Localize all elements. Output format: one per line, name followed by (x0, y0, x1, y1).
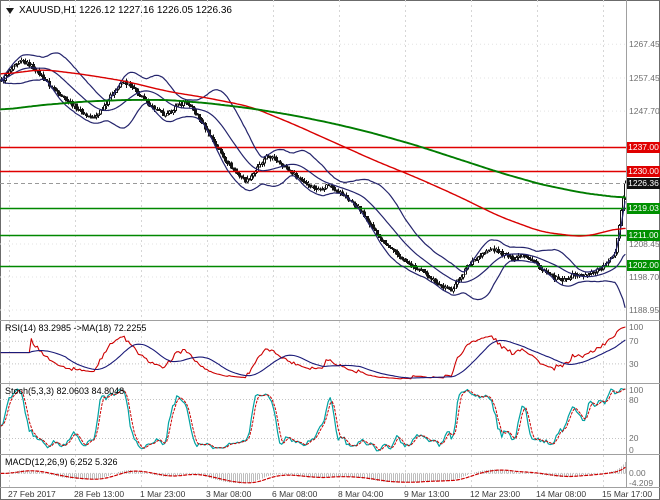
time-axis[interactable]: 27 Feb 2017 28 Feb 13:00 1 Mar 23:00 3 Mar … (0, 488, 660, 500)
time-axis-label: 6 Mar 08:00 (272, 489, 318, 499)
stoch-tick-label: 100 (629, 385, 644, 395)
time-axis-label: 14 Mar 08:00 (536, 489, 587, 499)
price-tick-label: 1188.95 (629, 305, 660, 315)
stoch-tick-label: 0 (629, 445, 634, 455)
stochastic-indicator-label: Stoch(5,3,3) 82.0603 84.8048 (5, 386, 125, 396)
time-axis-label: 15 Mar 17:00 (602, 489, 653, 499)
price-scale-column[interactable]: 1267.45 1257.45 1247.70 1208.45 1198.70 1188.… (627, 0, 660, 500)
rsi-tick-label: 100 (629, 322, 644, 332)
rsi-indicator-label: RSI(14) 83.2985 ->MA(18) 72.2255 (5, 323, 147, 333)
symbol-header: XAUUSD,H1 1226.12 1227.16 1226.05 1226.3… (6, 5, 232, 16)
stoch-tick-label: 80 (629, 394, 639, 405)
price-line-badge[interactable]: 1219.03 (627, 202, 660, 214)
time-axis-label: 9 Mar 13:00 (404, 489, 450, 499)
stoch-tick-label: 20 (629, 433, 639, 444)
price-tick-label: 1267.45 (629, 39, 660, 50)
price-line-badge[interactable]: 1230.00 (627, 165, 660, 177)
macd-panel-canvas[interactable] (0, 455, 626, 487)
price-tick-label: 1247.70 (629, 106, 660, 117)
price-line-badge[interactable]: 1202.00 (627, 260, 660, 272)
panel-divider (0, 383, 660, 384)
price-line-badge[interactable]: 1211.00 (627, 229, 660, 241)
time-axis-label: 1 Mar 23:00 (140, 489, 186, 499)
main-price-chart-canvas[interactable] (0, 0, 626, 320)
price-line-badge[interactable]: 1226.36 (627, 177, 660, 189)
time-axis-label: 3 Mar 08:00 (206, 489, 252, 499)
time-axis-label: 28 Feb 13:00 (74, 489, 125, 499)
panel-divider (0, 487, 660, 488)
rsi-tick-label: 30 (629, 358, 639, 369)
price-tick-label: 1208.45 (629, 238, 660, 249)
price-tick-label: 1198.70 (629, 271, 660, 282)
price-line-badge[interactable]: 1237.00 (627, 141, 660, 153)
panel-divider (0, 454, 660, 455)
time-axis-label: 8 Mar 04:00 (338, 489, 384, 499)
rsi-tick-label: 70 (629, 336, 639, 347)
symbol-ohlc-text: XAUUSD,H1 1226.12 1227.16 1226.05 1226.3… (19, 5, 232, 16)
scale-divider (626, 0, 627, 488)
time-axis-label: 12 Mar 23:00 (470, 489, 521, 499)
dropdown-arrow-icon (6, 7, 14, 14)
stochastic-panel-canvas[interactable] (0, 384, 626, 454)
macd-tick-label: -4.209 (629, 477, 654, 488)
rsi-panel-canvas[interactable] (0, 321, 626, 383)
macd-tick-label: 0.00 (629, 468, 646, 479)
time-axis-label: 27 Feb 2017 (8, 489, 56, 499)
price-tick-label: 1257.45 (629, 73, 660, 84)
macd-indicator-label: MACD(12,26,9) 6.252 5.326 (5, 457, 118, 467)
panel-divider (0, 320, 660, 321)
